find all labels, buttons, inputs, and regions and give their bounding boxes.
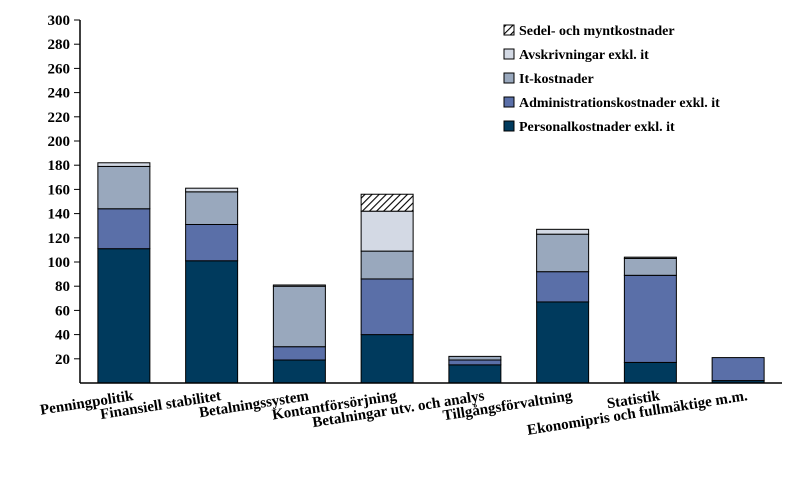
legend-swatch (503, 48, 515, 60)
bar-segment (360, 278, 414, 336)
y-tick-label: 260 (48, 61, 71, 77)
y-tick-label: 280 (48, 37, 71, 53)
bar-segment (623, 274, 677, 363)
bar-segment (97, 162, 151, 167)
bar-segment (360, 210, 414, 252)
legend-swatch (503, 120, 515, 132)
y-tick-label: 220 (48, 110, 71, 126)
bar-segment (448, 359, 502, 366)
legend-label: Personalkostnader exkl. it (519, 120, 675, 135)
bar-segment (97, 248, 151, 384)
bar-segment (185, 191, 239, 225)
bar-segment (272, 285, 326, 348)
bar-segment (185, 260, 239, 384)
legend-swatch (503, 96, 515, 108)
bar-segment (272, 284, 326, 287)
y-tick-label: 240 (48, 86, 71, 102)
y-tick-label: 200 (48, 134, 71, 150)
bar-segment (272, 346, 326, 361)
y-tick-label: 180 (48, 158, 71, 174)
y-tick-label: 300 (48, 13, 71, 29)
bar-segment (536, 301, 590, 384)
bar-segment (448, 364, 502, 384)
legend-label: Sedel- och myntkostnader (519, 24, 675, 39)
bar-segment (536, 228, 590, 235)
y-axis: 20 40 60 80 100 120 140 160 180 200 220 240 260 280 30… (48, 13, 81, 383)
bar-segment (623, 361, 677, 384)
y-tick-label: 60 (55, 303, 70, 319)
bar-segment (623, 256, 677, 259)
bar-segment (360, 193, 414, 212)
bar-segment (711, 357, 765, 382)
bar-segment (360, 250, 414, 280)
legend-swatch (503, 24, 515, 36)
y-tick-label: 20 (55, 352, 70, 368)
y-tick-label: 40 (55, 328, 70, 344)
bar-segment (272, 359, 326, 384)
y-tick-label: 160 (48, 182, 71, 198)
bar-segment (623, 257, 677, 276)
bar-segment (536, 233, 590, 273)
y-tick-label: 120 (48, 231, 71, 247)
bars (97, 162, 765, 384)
legend-label: It-kostnader (519, 72, 594, 87)
bar-segment (536, 271, 590, 303)
y-tick-label: 80 (55, 279, 70, 295)
legend-swatch (503, 72, 515, 84)
legend: Sedel- och myntkostnader Avskrivningar ex… (503, 24, 720, 135)
bar-segment (97, 208, 151, 250)
legend-label: Avskrivningar exkl. it (519, 48, 649, 63)
bar-segment (185, 187, 239, 193)
y-tick-label: 100 (48, 255, 71, 271)
bar-segment (448, 355, 502, 361)
y-tick-label: 140 (48, 207, 71, 223)
legend-label: Administrationskostnader exkl. it (519, 96, 720, 111)
bar-segment (185, 223, 239, 262)
bar-segment (97, 165, 151, 210)
bar-segment (360, 334, 414, 384)
